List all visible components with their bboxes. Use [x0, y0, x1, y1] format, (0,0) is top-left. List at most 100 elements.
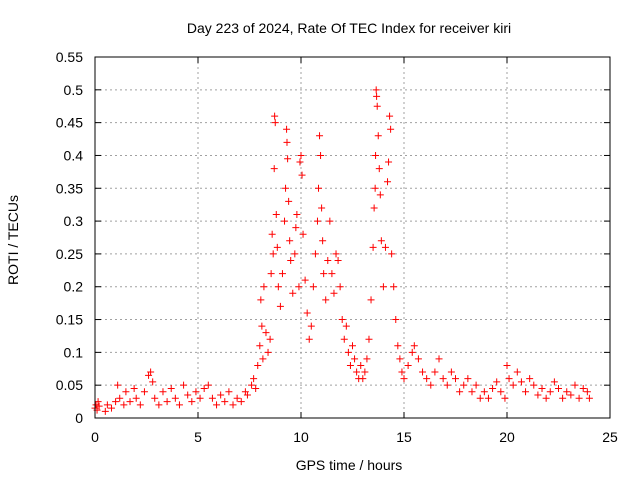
data-point: [398, 368, 406, 376]
data-point: [196, 394, 204, 402]
data-point: [546, 388, 554, 396]
data-point: [567, 391, 575, 399]
data-point: [472, 381, 480, 389]
data-point: [400, 375, 408, 383]
data-point: [351, 355, 359, 363]
data-point: [303, 309, 311, 317]
data-point: [278, 270, 286, 278]
x-tick-label: 25: [602, 429, 618, 445]
data-point: [563, 388, 571, 396]
data-point: [147, 368, 155, 376]
data-point: [431, 368, 439, 376]
data-point: [476, 394, 484, 402]
data-point: [390, 283, 398, 291]
data-point: [262, 329, 270, 337]
data-point: [332, 250, 340, 258]
data-point: [271, 112, 279, 120]
data-point: [155, 401, 163, 409]
data-point: [550, 378, 558, 386]
data-point: [289, 289, 297, 297]
data-point: [372, 86, 380, 94]
data-point: [293, 211, 301, 219]
data-point: [296, 158, 304, 166]
y-tick-label: 0.4: [64, 147, 84, 163]
data-point: [283, 125, 291, 133]
chart-title: Day 223 of 2024, Rate Of TEC Index for r…: [187, 20, 511, 36]
data-point: [307, 322, 315, 330]
data-point: [159, 388, 167, 396]
x-tick-label: 0: [91, 429, 99, 445]
x-axis-label: GPS time / hours: [296, 457, 403, 473]
data-point: [503, 361, 511, 369]
data-point: [264, 348, 272, 356]
data-point: [95, 402, 103, 410]
y-tick-label: 0: [75, 410, 83, 426]
data-point: [286, 237, 294, 245]
data-point: [408, 348, 416, 356]
data-point: [167, 384, 175, 392]
data-point: [509, 381, 517, 389]
data-point: [480, 388, 488, 396]
data-point: [423, 375, 431, 383]
data-point: [322, 296, 330, 304]
data-point: [373, 92, 381, 100]
data-point: [281, 217, 289, 225]
y-tick-label: 0.2: [64, 279, 84, 295]
y-tick-label: 0.3: [64, 213, 84, 229]
data-point: [243, 391, 251, 399]
data-point: [204, 381, 212, 389]
data-point: [324, 256, 332, 264]
data-point: [217, 391, 225, 399]
data-point: [340, 335, 348, 343]
data-point: [336, 283, 344, 291]
data-point: [505, 375, 513, 383]
data-point: [285, 197, 293, 205]
data-point: [526, 375, 534, 383]
data-point: [258, 322, 266, 330]
data-point: [233, 394, 241, 402]
data-point: [497, 388, 505, 396]
data-point: [376, 191, 384, 199]
data-point: [122, 388, 130, 396]
data-point: [270, 165, 278, 173]
data-point: [585, 394, 593, 402]
data-point: [489, 384, 497, 392]
data-point: [361, 368, 369, 376]
data-point: [522, 388, 530, 396]
data-point: [452, 375, 459, 383]
data-point: [213, 401, 221, 409]
data-point: [276, 302, 284, 310]
data-point: [439, 375, 447, 383]
data-point: [192, 388, 200, 396]
data-point: [284, 155, 292, 163]
data-point: [101, 407, 109, 415]
data-point: [493, 378, 501, 386]
data-point: [387, 125, 395, 133]
data-point: [427, 381, 435, 389]
data-point: [501, 394, 509, 402]
data-point: [268, 230, 276, 238]
data-point: [283, 138, 291, 146]
data-point: [484, 394, 492, 402]
data-point: [188, 398, 196, 406]
data-point: [513, 368, 521, 376]
data-point: [365, 335, 373, 343]
data-point: [305, 335, 313, 343]
data-point: [266, 335, 274, 343]
data-point: [542, 394, 550, 402]
data-point: [149, 378, 157, 386]
data-point: [120, 401, 128, 409]
data-point: [414, 355, 422, 363]
data-point: [208, 394, 216, 402]
data-point: [273, 243, 281, 251]
data-point: [282, 184, 290, 192]
data-point: [371, 184, 379, 192]
data-point: [94, 398, 102, 406]
data-point: [367, 296, 375, 304]
data-point: [392, 316, 400, 324]
x-tick-label: 15: [396, 429, 412, 445]
data-point: [313, 217, 321, 225]
data-point: [381, 243, 389, 251]
data-point: [114, 381, 122, 389]
